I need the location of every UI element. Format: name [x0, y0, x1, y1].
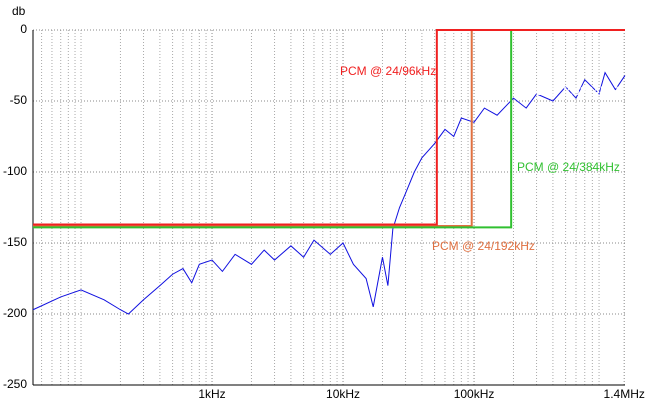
y-tick-label: -100 — [3, 164, 27, 178]
series-label: PCM @ 24/384kHz — [517, 160, 620, 174]
x-tick-label: 100kHz — [454, 387, 495, 401]
x-tick-label: 1kHz — [198, 387, 225, 401]
series-line — [33, 29, 625, 229]
y-tick-label: -200 — [3, 306, 27, 320]
x-tick-label: 1.4MHz — [604, 387, 645, 401]
y-axis-label: db — [12, 4, 26, 18]
series-line — [33, 29, 625, 226]
series-label: DSD @ 2.8224MHz — [519, 84, 625, 98]
series-line — [33, 29, 625, 227]
y-tick-label: -150 — [3, 235, 27, 249]
series-label: PCM @ 24/96kHz — [340, 64, 436, 78]
y-tick-label: 0 — [20, 22, 27, 36]
x-tick-label: 10kHz — [326, 387, 360, 401]
series-line — [32, 71, 626, 315]
y-tick-label: -250 — [3, 377, 27, 391]
y-tick-label: -50 — [10, 93, 28, 107]
series-label: PCM @ 24/192kHz — [432, 239, 535, 253]
